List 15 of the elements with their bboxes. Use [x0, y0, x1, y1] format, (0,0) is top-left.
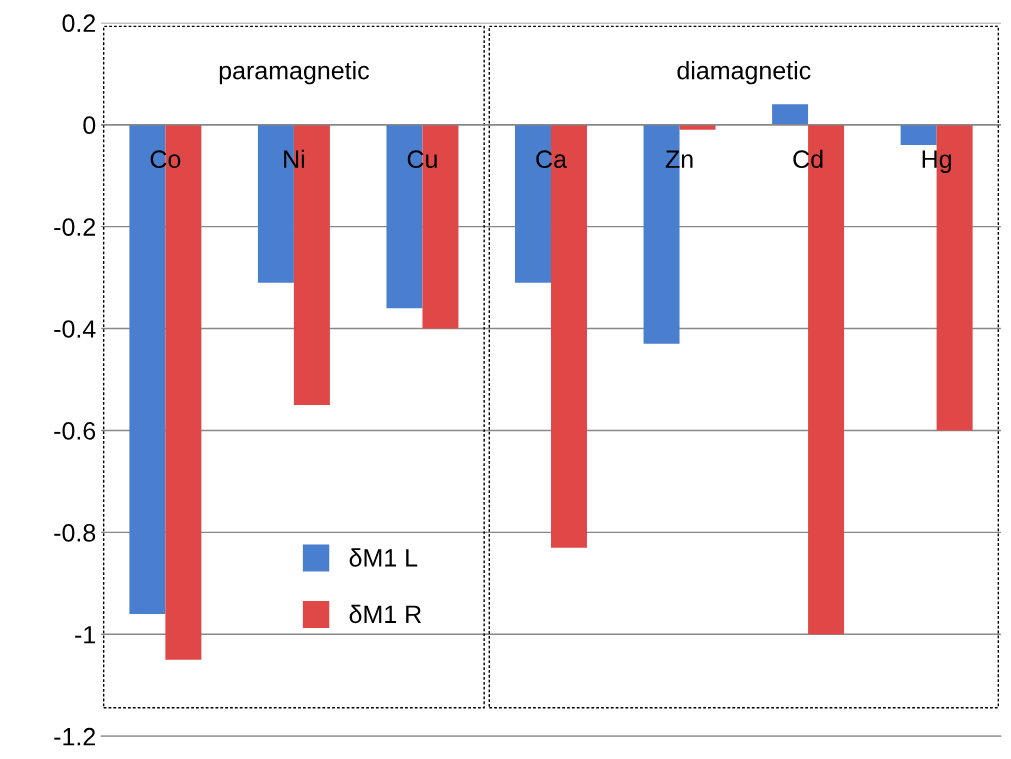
y-tick-label: -0.2 [54, 218, 95, 236]
annotation: paramagnetic [219, 61, 369, 85]
y-tick-label: -0.8 [54, 523, 96, 542]
y-tick-label: 0 [83, 116, 96, 134]
y-tick-label: -0.4 [54, 320, 96, 338]
legend-label: δM1 R [349, 604, 422, 624]
annotation: diamagnetic [677, 61, 811, 85]
y-tick-label: -1.2 [54, 727, 95, 746]
y-tick-label: -1 [75, 626, 96, 644]
legend-label: δM1 L [349, 548, 418, 567]
y-tick-label: 0.2 [62, 14, 95, 33]
y-tick-label: -0.6 [54, 422, 96, 440]
x-tick-label: Hg [922, 150, 951, 173]
x-tick-label: Ni [284, 149, 305, 168]
x-tick-label: Cd [793, 149, 823, 169]
